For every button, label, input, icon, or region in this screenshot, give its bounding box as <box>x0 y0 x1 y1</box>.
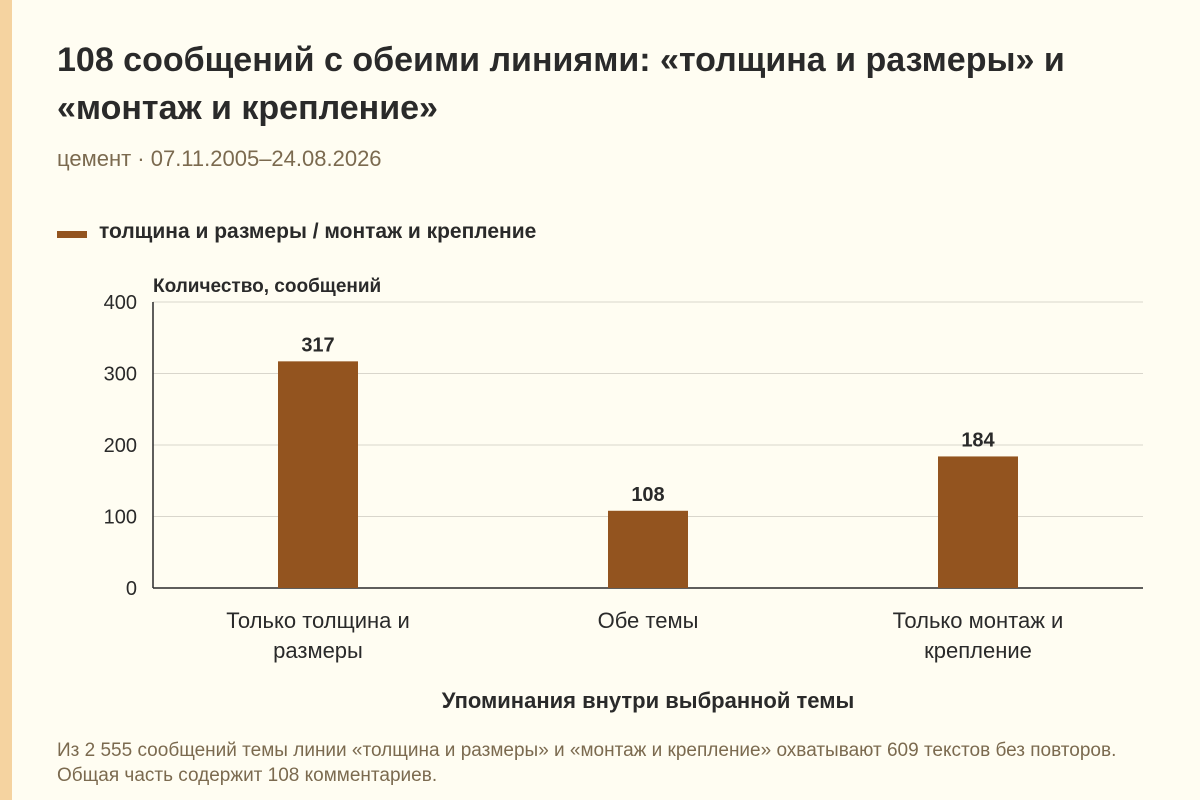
chart-subtitle: цемент · 07.11.2005–24.08.2026 <box>57 146 382 171</box>
bar-value-label: 184 <box>961 429 995 451</box>
footnote: Из 2 555 сообщений темы линии «толщина и… <box>57 740 1117 786</box>
bar <box>278 361 358 588</box>
y-tick-label: 100 <box>104 507 137 529</box>
side-accent-stripe <box>0 0 12 800</box>
y-tick-label: 300 <box>104 364 137 386</box>
x-axis-title: Упоминания внутри выбранной темы <box>442 688 855 713</box>
chart-title: 108 сообщений с обеими линиями: «толщина… <box>57 41 1065 127</box>
x-tick-label: Только толщина и размеры <box>226 608 410 663</box>
legend: толщина и размеры / монтаж и крепление <box>57 220 536 244</box>
bar <box>608 510 688 588</box>
x-tick-label: Обе темы <box>598 608 699 633</box>
legend-label: толщина и размеры / монтаж и крепление <box>99 220 537 243</box>
y-axis-title: Количество, сообщений <box>153 276 381 297</box>
y-tick-label: 200 <box>104 435 137 457</box>
y-tick-label: 0 <box>126 578 137 600</box>
bar <box>938 456 1018 588</box>
bar-value-label: 317 <box>301 334 334 356</box>
y-tick-label: 400 <box>104 292 137 314</box>
x-tick-label: Только монтаж и крепление <box>893 608 1064 663</box>
bar-value-label: 108 <box>631 484 664 506</box>
bar-chart: 0 100 200 300 400 Количество, сообщений 317 Тол… <box>104 276 1143 713</box>
legend-swatch <box>57 230 87 238</box>
